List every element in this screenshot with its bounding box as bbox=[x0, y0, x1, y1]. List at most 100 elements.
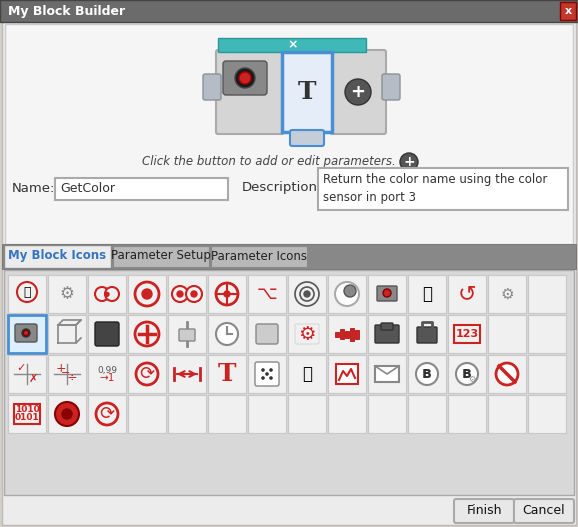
Circle shape bbox=[191, 291, 197, 297]
Bar bbox=[408, 275, 446, 313]
Text: +: + bbox=[55, 362, 66, 375]
Bar bbox=[368, 315, 406, 353]
FancyBboxPatch shape bbox=[14, 404, 40, 424]
Text: ⟳: ⟳ bbox=[99, 405, 114, 423]
Bar bbox=[248, 355, 286, 393]
FancyBboxPatch shape bbox=[375, 325, 399, 343]
Bar bbox=[8, 355, 46, 393]
Bar bbox=[218, 38, 366, 52]
Bar bbox=[211, 246, 307, 267]
Text: Click the button to add or edit parameters.: Click the button to add or edit paramete… bbox=[142, 155, 396, 169]
FancyBboxPatch shape bbox=[223, 61, 267, 95]
Text: Name:: Name: bbox=[12, 181, 55, 194]
Text: ●: ● bbox=[104, 291, 110, 297]
Bar bbox=[340, 329, 344, 339]
Circle shape bbox=[345, 79, 371, 105]
Circle shape bbox=[95, 287, 109, 301]
FancyBboxPatch shape bbox=[377, 286, 397, 301]
Circle shape bbox=[172, 286, 188, 302]
Text: Parameter Icons: Parameter Icons bbox=[211, 249, 307, 262]
Circle shape bbox=[265, 372, 269, 376]
Bar bbox=[128, 275, 166, 313]
Circle shape bbox=[105, 287, 119, 301]
Bar bbox=[208, 395, 246, 433]
Text: 123: 123 bbox=[455, 329, 479, 339]
Bar bbox=[368, 395, 406, 433]
Circle shape bbox=[142, 289, 152, 299]
FancyBboxPatch shape bbox=[514, 499, 574, 523]
Bar bbox=[350, 327, 354, 340]
Bar bbox=[528, 315, 566, 353]
Bar bbox=[282, 52, 332, 132]
Bar bbox=[4, 270, 574, 495]
Bar bbox=[48, 315, 86, 353]
Bar bbox=[355, 329, 359, 338]
Circle shape bbox=[295, 282, 319, 306]
Bar bbox=[328, 315, 366, 353]
Circle shape bbox=[17, 282, 37, 302]
Bar bbox=[88, 275, 126, 313]
Bar bbox=[48, 355, 86, 393]
Circle shape bbox=[96, 403, 118, 425]
Bar bbox=[528, 355, 566, 393]
Text: GetColor: GetColor bbox=[60, 182, 115, 196]
FancyBboxPatch shape bbox=[290, 130, 324, 146]
Bar bbox=[288, 275, 326, 313]
Circle shape bbox=[269, 376, 273, 380]
Bar bbox=[288, 395, 326, 433]
Bar bbox=[55, 178, 228, 200]
Bar bbox=[113, 246, 209, 267]
Circle shape bbox=[224, 291, 230, 297]
Circle shape bbox=[261, 376, 265, 380]
Text: ⟳: ⟳ bbox=[139, 365, 154, 383]
Bar bbox=[48, 275, 86, 313]
Bar bbox=[368, 355, 406, 393]
Bar bbox=[488, 315, 526, 353]
Circle shape bbox=[456, 363, 478, 385]
Bar bbox=[2, 244, 576, 269]
Text: ↺: ↺ bbox=[458, 284, 476, 304]
Bar bbox=[318, 168, 568, 210]
FancyBboxPatch shape bbox=[336, 364, 358, 384]
Circle shape bbox=[135, 322, 159, 346]
Text: Cancel: Cancel bbox=[523, 504, 565, 518]
Bar bbox=[168, 355, 206, 393]
Bar bbox=[4, 245, 111, 268]
Bar bbox=[248, 275, 286, 313]
Text: x: x bbox=[565, 6, 572, 16]
FancyBboxPatch shape bbox=[330, 50, 386, 134]
Circle shape bbox=[335, 282, 359, 306]
Circle shape bbox=[344, 285, 356, 297]
FancyBboxPatch shape bbox=[95, 322, 119, 346]
Text: ⏳: ⏳ bbox=[422, 285, 432, 303]
Bar bbox=[128, 315, 166, 353]
Text: Parameter Setup: Parameter Setup bbox=[111, 249, 211, 262]
FancyBboxPatch shape bbox=[382, 74, 400, 100]
Bar bbox=[0, 0, 578, 22]
Circle shape bbox=[416, 363, 438, 385]
Text: My Block Icons: My Block Icons bbox=[8, 249, 106, 262]
Bar bbox=[88, 395, 126, 433]
Circle shape bbox=[400, 153, 418, 171]
Text: 📂: 📂 bbox=[302, 365, 312, 383]
Bar bbox=[128, 355, 166, 393]
Circle shape bbox=[62, 409, 72, 419]
FancyBboxPatch shape bbox=[15, 324, 37, 342]
Bar bbox=[5, 24, 573, 244]
Bar bbox=[8, 395, 46, 433]
Bar bbox=[408, 395, 446, 433]
Bar bbox=[248, 395, 286, 433]
FancyBboxPatch shape bbox=[381, 323, 393, 330]
Bar bbox=[448, 355, 486, 393]
FancyBboxPatch shape bbox=[295, 324, 319, 344]
Bar bbox=[448, 395, 486, 433]
Text: +: + bbox=[403, 155, 415, 169]
Bar bbox=[448, 275, 486, 313]
Circle shape bbox=[216, 323, 238, 345]
Bar bbox=[168, 275, 206, 313]
Text: ⚙: ⚙ bbox=[500, 287, 514, 301]
Text: 1010: 1010 bbox=[14, 405, 39, 415]
Bar bbox=[328, 395, 366, 433]
Circle shape bbox=[261, 368, 265, 372]
Text: ⚙: ⚙ bbox=[60, 285, 75, 303]
